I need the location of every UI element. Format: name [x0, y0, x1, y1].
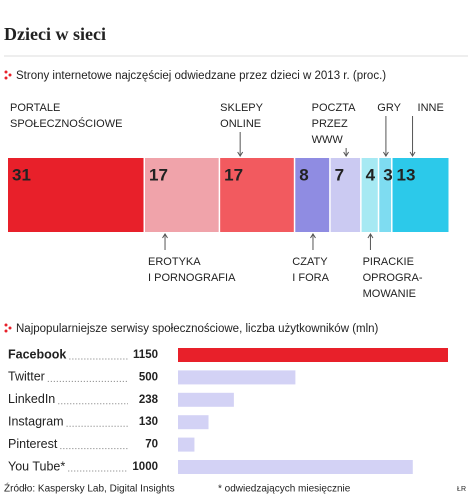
category-label: Pinterest: [8, 437, 58, 451]
category-label: Facebook: [8, 347, 66, 361]
bullet: [4, 70, 12, 80]
chart-title: Najpopularniejsze serwisy społecznościow…: [16, 323, 379, 335]
value-label: 1000: [132, 461, 158, 473]
segment: [220, 158, 294, 232]
value-label: 17: [224, 165, 243, 184]
value-label: 500: [139, 371, 158, 383]
value-label: 1150: [133, 349, 158, 361]
category-label: INNE: [418, 102, 444, 114]
category-label: PORTALE SPOŁECZNOŚCIOWE: [10, 102, 122, 130]
segment: [330, 158, 361, 232]
segment: [145, 158, 219, 232]
segment: [361, 158, 378, 232]
source: Źródło: Kaspersky Lab, Digital Insights: [4, 482, 175, 495]
chart-title: Strony internetowe najczęściej odwiedzan…: [16, 70, 386, 82]
segment: [392, 158, 449, 232]
category-label: CZATY I FORA: [292, 256, 329, 284]
pointer-head: [367, 233, 374, 239]
category-label: PIRACKIE OPROGRA-MOWANIE: [363, 256, 423, 300]
bullet: [4, 323, 12, 333]
note: * odwiedzających miesięcznie: [218, 484, 351, 495]
category-label: Twitter: [8, 370, 45, 384]
value-label: 7: [335, 165, 344, 184]
value-label: 238: [139, 394, 159, 406]
bar: [178, 437, 195, 452]
category-label: Instagram: [8, 414, 64, 428]
value-label: 70: [145, 439, 158, 451]
pointer-head: [237, 151, 244, 157]
value-label: 130: [139, 416, 158, 428]
category-label: POCZTA PRZEZ WWW: [312, 102, 356, 146]
bar: [178, 370, 296, 385]
bar: [178, 348, 448, 362]
segment: [8, 158, 144, 232]
category-label: You Tube*: [8, 459, 65, 473]
bar: [178, 460, 413, 474]
pointer-head: [310, 233, 316, 239]
pointer-head: [343, 151, 350, 157]
category-label: SKLEPY ONLINE: [220, 102, 263, 130]
value-label: 3: [383, 165, 392, 184]
value-label: 13: [397, 165, 416, 184]
credit: ŁR: [457, 486, 466, 493]
value-label: 17: [149, 165, 168, 184]
pointer-head: [382, 151, 389, 157]
category-label: GRY: [377, 102, 401, 114]
pointer-head: [409, 151, 416, 157]
bar: [178, 392, 234, 407]
category-label: EROTYKA I PORNOGRAFIA: [148, 256, 236, 284]
pointer-head: [162, 233, 168, 239]
category-label: LinkedIn: [8, 392, 55, 406]
value-label: 8: [299, 165, 308, 184]
segment: [295, 158, 330, 232]
value-label: 4: [366, 165, 376, 184]
title: Dzieci w sieci: [4, 24, 106, 44]
bar: [178, 415, 209, 430]
value-label: 31: [12, 165, 31, 184]
segment: [379, 158, 392, 232]
